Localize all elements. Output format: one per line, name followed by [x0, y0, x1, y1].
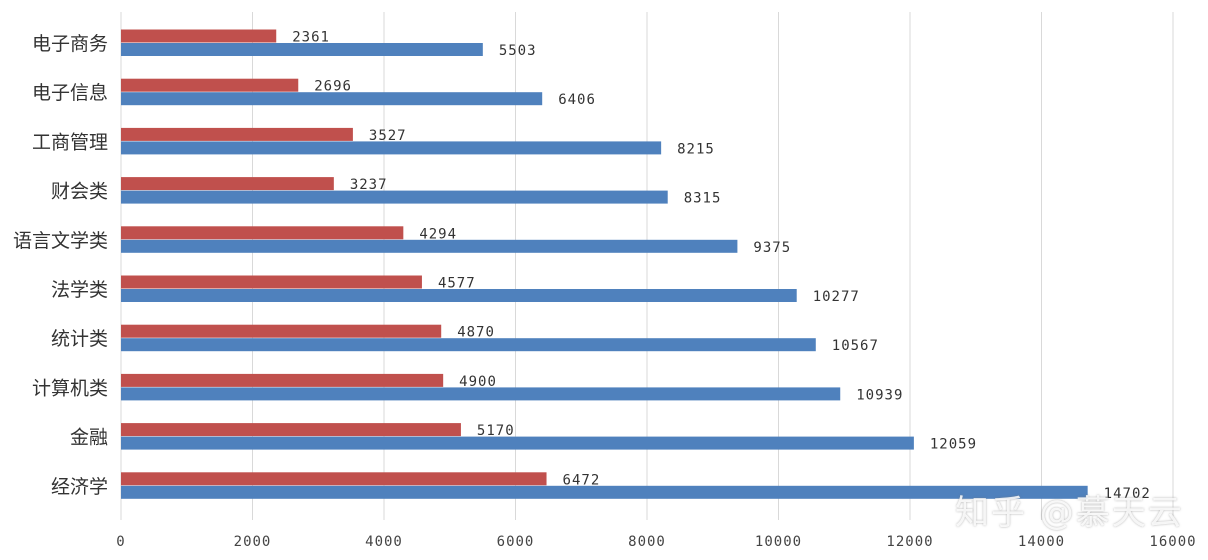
- x-tick-label: 16000: [1149, 534, 1196, 550]
- bar-red: [121, 226, 404, 240]
- bar-blue: [121, 289, 797, 302]
- data-label: 8315: [684, 191, 722, 207]
- bar-red: [121, 373, 444, 387]
- watermark-text: 知乎 @慕天云: [955, 493, 1184, 533]
- category-label: 计算机类: [32, 377, 108, 399]
- category-label: 财会类: [51, 181, 108, 203]
- x-tick-label: 6000: [497, 534, 535, 550]
- data-label: 4577: [438, 276, 476, 292]
- x-tick-label: 12000: [886, 534, 933, 550]
- category-label: 统计类: [51, 328, 108, 350]
- bar-blue: [121, 43, 483, 56]
- bar-blue: [121, 92, 543, 106]
- bar-blue: [121, 485, 1088, 499]
- x-tick-label: 2000: [234, 534, 272, 550]
- data-label: 4900: [459, 374, 497, 390]
- bar-red: [121, 275, 422, 289]
- category-label: 工商管理: [32, 131, 108, 153]
- x-tick-label: 4000: [365, 534, 403, 550]
- data-label: 9375: [753, 240, 791, 256]
- x-tick-label: 8000: [628, 534, 666, 550]
- data-label: 12059: [930, 437, 977, 453]
- data-label: 2696: [314, 79, 352, 95]
- bar-red: [121, 78, 299, 92]
- bar-red: [121, 472, 547, 486]
- bar-blue: [121, 190, 668, 204]
- bar-blue: [121, 387, 841, 401]
- x-tick-labels: 0 2000 4000 6000 8000 10000 12000 14000 16000: [116, 534, 1196, 550]
- bar-red: [121, 177, 334, 191]
- data-label: 6406: [558, 92, 596, 108]
- data-label: 3527: [369, 128, 407, 144]
- category-label: 电子信息: [32, 82, 108, 104]
- data-label: 10939: [856, 387, 903, 403]
- bar-red: [121, 324, 442, 338]
- category-label: 经济学: [51, 476, 108, 498]
- category-label: 法学类: [51, 279, 108, 301]
- bar-red: [121, 423, 461, 437]
- data-label: 4870: [457, 325, 495, 341]
- category-label: 金融: [70, 427, 108, 449]
- x-tick-label: 10000: [755, 534, 802, 550]
- bar-red: [121, 127, 353, 141]
- bar-red: [121, 29, 277, 43]
- data-label: 14702: [1104, 486, 1151, 502]
- bar-blue: [121, 239, 738, 253]
- x-tick-label: 14000: [1018, 534, 1065, 550]
- data-label: 6472: [563, 472, 601, 488]
- category-label: 电子商务: [32, 33, 108, 55]
- data-label: 10567: [832, 338, 879, 354]
- data-label: 2361: [292, 30, 330, 46]
- data-label: 8215: [677, 141, 715, 157]
- x-tick-label: 0: [116, 534, 125, 550]
- bar-blue: [121, 141, 662, 155]
- bar-blue: [121, 436, 914, 450]
- data-label: 5170: [477, 423, 515, 439]
- data-label: 3237: [350, 177, 388, 193]
- data-labels: 2361 5503 2696 6406 3527 8215 3237 8315 4294 9375…: [292, 30, 1151, 502]
- data-label: 4294: [419, 226, 457, 242]
- bar-blue: [121, 338, 816, 352]
- data-label: 5503: [499, 43, 537, 59]
- data-label: 10277: [813, 289, 860, 305]
- category-label: 语言文学类: [13, 230, 108, 252]
- bars: [121, 29, 1088, 499]
